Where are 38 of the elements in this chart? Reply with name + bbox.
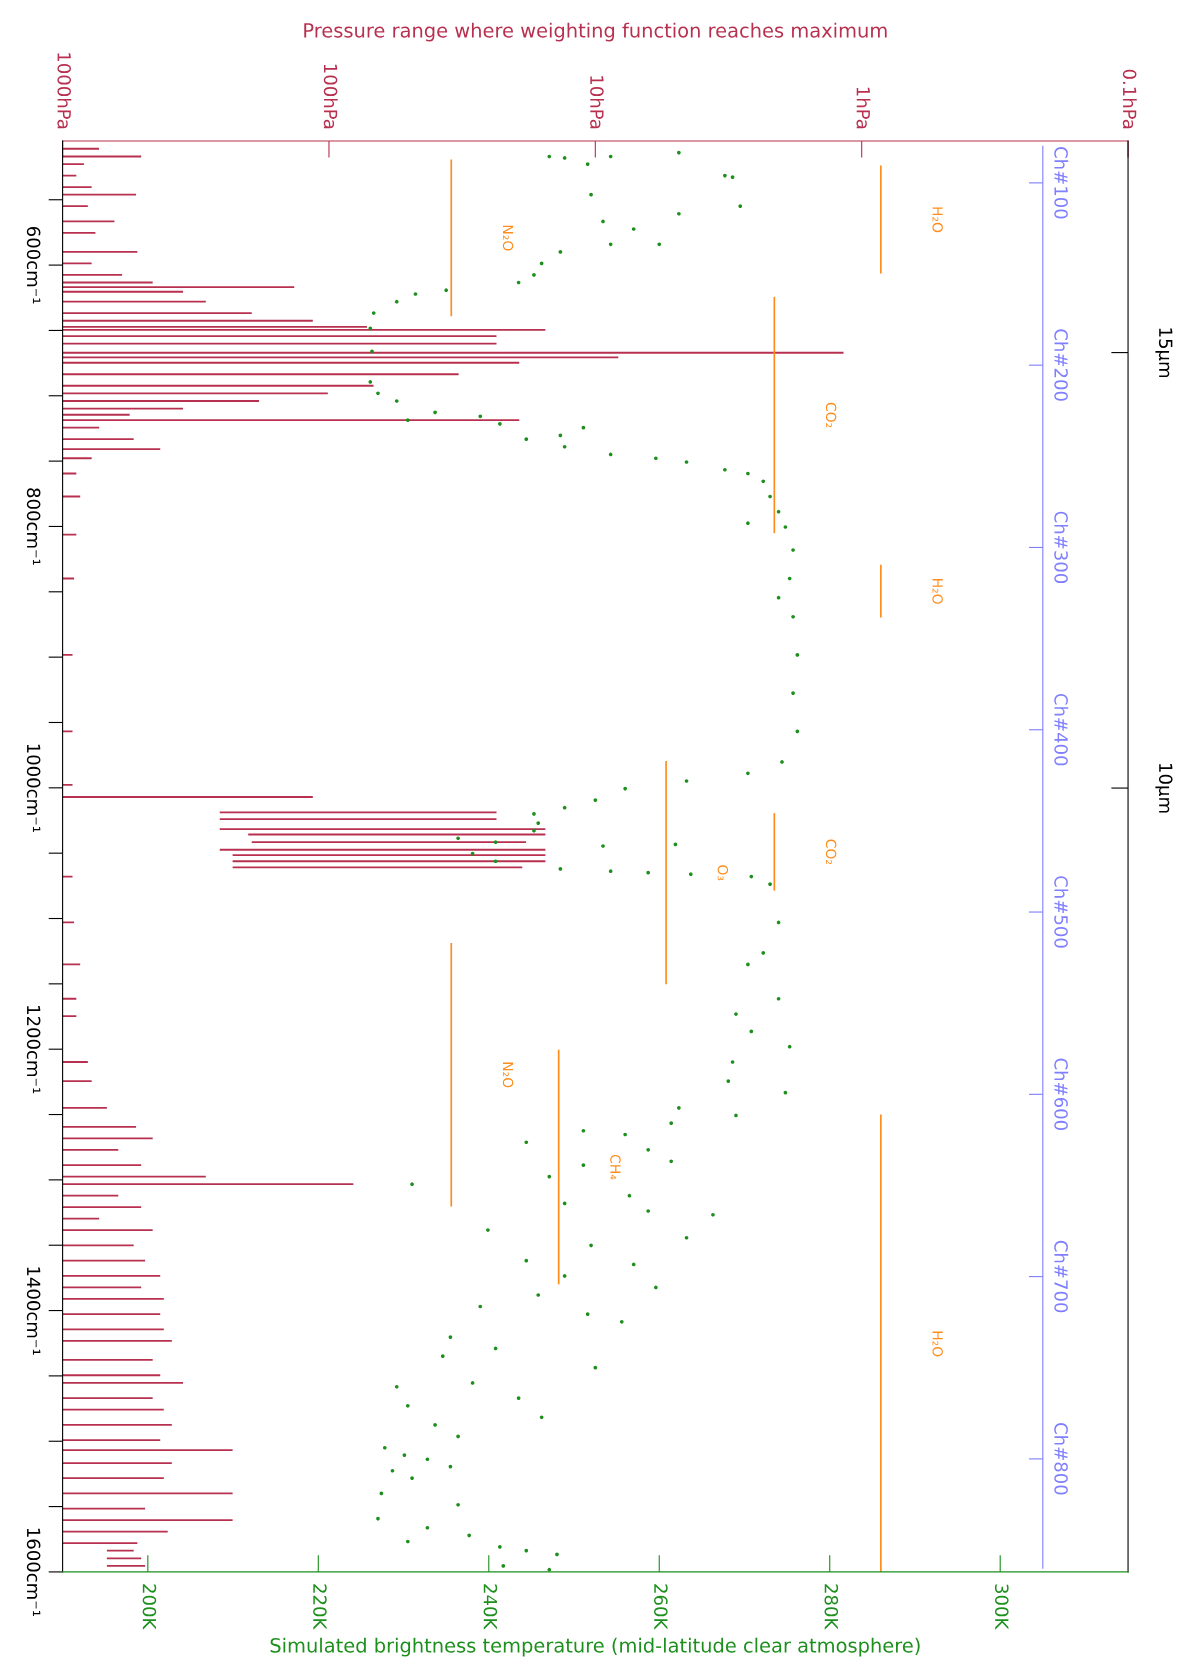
y-tick-label: 800cm⁻¹ <box>26 488 41 565</box>
y2-tick-label: Ch#400 <box>1054 693 1069 766</box>
x2-tick-label: 1000hPa <box>57 53 72 129</box>
x-tick-label: 280K <box>824 1584 839 1630</box>
x2-tick-label: 10hPa <box>590 76 605 129</box>
text: H₂O <box>932 1331 943 1357</box>
text: CO₂ <box>825 839 837 865</box>
x-axis-title: Simulated brightness temperature (mid-latitude clear atmosphere) <box>270 1637 920 1657</box>
x2-tick-label: 100hPa <box>323 64 338 129</box>
text: N₂O <box>502 225 514 251</box>
y2-tick-label: Ch#300 <box>1054 511 1069 584</box>
y2-tick-label: Ch#800 <box>1054 1423 1069 1495</box>
text: N₂O <box>502 1062 514 1088</box>
y2-tick-label: Ch#700 <box>1054 1240 1069 1313</box>
y-tick-label: 600cm⁻¹ <box>26 226 41 304</box>
y-tick-label: 1400cm⁻¹ <box>26 1267 41 1355</box>
x-tick-label: 200K <box>142 1584 157 1630</box>
text: O₃ <box>717 865 729 881</box>
x-tick-label: 260K <box>654 1584 668 1630</box>
x-tick-label: 240K <box>483 1584 498 1630</box>
y2-tick-label: Ch#600 <box>1054 1058 1069 1130</box>
text: CO₂ <box>825 402 837 428</box>
x-tick-label: 300K <box>994 1584 1009 1630</box>
y2-tick-label: Ch#200 <box>1054 329 1069 401</box>
x2-tick-label: 1hPa <box>856 87 871 129</box>
x2-tick-label: 0.1hPa <box>1122 69 1137 129</box>
y-tick-label: 1000cm⁻¹ <box>26 744 41 832</box>
y2-tick-label: Ch#500 <box>1054 876 1069 948</box>
text: CH₄ <box>610 1154 621 1180</box>
x2-axis-title: Pressure range where weighting function reaches maximum <box>304 22 887 42</box>
x-tick-label: 220K <box>313 1584 327 1630</box>
y-tick-label: 1200cm⁻¹ <box>26 1006 41 1094</box>
y3-tick-label: 15μm <box>1155 328 1173 378</box>
y-tick-label: 1600cm⁻¹ <box>26 1528 41 1617</box>
text: H₂O <box>932 579 943 604</box>
y2-tick-label: Ch#100 <box>1054 147 1069 219</box>
y3-tick-label: 10μm <box>1155 764 1173 813</box>
text: H₂O <box>932 207 943 233</box>
